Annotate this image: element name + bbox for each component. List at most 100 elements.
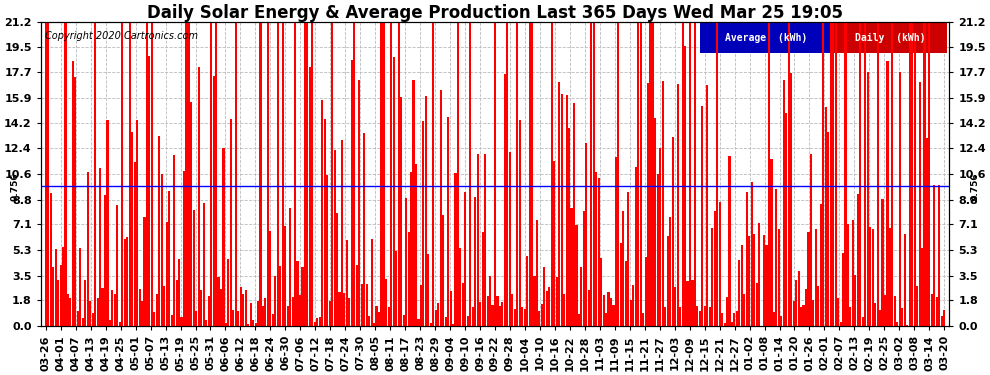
Bar xyxy=(339,292,341,326)
Bar xyxy=(734,313,736,326)
Bar xyxy=(608,292,610,326)
Bar xyxy=(647,83,649,326)
Bar xyxy=(148,56,150,326)
Bar xyxy=(341,140,343,326)
Bar xyxy=(287,306,289,326)
Bar xyxy=(443,215,445,326)
Bar xyxy=(472,308,474,326)
Bar xyxy=(544,267,545,326)
Bar xyxy=(676,84,679,326)
Bar xyxy=(346,240,347,326)
Bar xyxy=(940,316,942,326)
Bar xyxy=(155,294,157,326)
Bar xyxy=(205,321,207,326)
Bar xyxy=(170,315,172,326)
Bar xyxy=(741,245,742,326)
Bar xyxy=(353,22,355,326)
Bar xyxy=(884,295,886,326)
Bar xyxy=(474,197,476,326)
Bar xyxy=(240,287,242,326)
Bar xyxy=(326,176,329,326)
Bar xyxy=(218,277,220,326)
Bar xyxy=(931,294,933,326)
Bar xyxy=(79,248,81,326)
Bar xyxy=(383,22,385,326)
Bar xyxy=(306,22,309,326)
Bar xyxy=(731,321,733,326)
Bar xyxy=(514,309,516,326)
Bar xyxy=(889,228,891,326)
Bar xyxy=(484,154,486,326)
Bar xyxy=(363,133,365,326)
Bar xyxy=(410,172,412,326)
Bar xyxy=(585,143,587,326)
Bar xyxy=(691,280,694,326)
Bar xyxy=(213,75,215,326)
Text: Copyright 2020 Cartronics.com: Copyright 2020 Cartronics.com xyxy=(46,32,198,42)
Bar xyxy=(64,22,66,326)
Bar xyxy=(413,80,415,326)
Bar xyxy=(344,292,346,326)
Bar xyxy=(881,199,884,326)
Bar xyxy=(669,217,671,326)
Bar xyxy=(891,22,893,326)
Bar xyxy=(245,290,247,326)
Bar xyxy=(830,22,832,326)
Bar xyxy=(97,298,99,326)
Bar xyxy=(433,22,435,326)
Bar xyxy=(521,307,523,326)
Bar xyxy=(661,81,664,326)
Bar xyxy=(871,229,874,326)
Bar xyxy=(398,22,400,326)
Bar xyxy=(694,22,696,326)
Bar xyxy=(849,307,851,326)
Bar xyxy=(173,155,175,326)
Bar xyxy=(854,274,856,326)
Bar xyxy=(783,80,785,326)
Bar xyxy=(223,148,225,326)
Bar xyxy=(864,22,866,326)
Bar xyxy=(67,294,69,326)
Bar xyxy=(810,153,812,326)
Bar xyxy=(62,248,64,326)
Bar xyxy=(704,306,706,326)
Bar xyxy=(748,236,750,326)
Bar xyxy=(842,253,844,326)
Bar xyxy=(909,22,911,326)
Bar xyxy=(815,229,817,326)
Bar xyxy=(610,298,612,326)
Bar xyxy=(72,61,74,326)
Bar xyxy=(545,291,547,326)
Bar xyxy=(943,310,945,326)
Bar xyxy=(911,22,913,326)
Bar xyxy=(874,303,876,326)
Bar xyxy=(350,60,352,326)
Bar xyxy=(272,314,274,326)
Bar xyxy=(329,302,331,326)
Bar xyxy=(102,288,104,326)
Bar xyxy=(598,178,600,326)
Bar xyxy=(106,120,109,326)
Text: Daily  (kWh): Daily (kWh) xyxy=(855,33,926,43)
Bar xyxy=(709,307,711,326)
Bar xyxy=(699,310,701,326)
Bar xyxy=(50,193,51,326)
Bar xyxy=(496,296,499,326)
Bar xyxy=(869,227,871,326)
Bar xyxy=(48,22,50,326)
Bar xyxy=(509,152,511,326)
Bar xyxy=(716,22,718,326)
Bar xyxy=(198,67,200,326)
Bar xyxy=(846,224,849,326)
Bar xyxy=(711,228,713,326)
Bar xyxy=(504,74,506,326)
Bar xyxy=(929,22,931,326)
Bar xyxy=(180,317,182,326)
Bar xyxy=(805,290,807,326)
Bar xyxy=(679,307,681,326)
Bar xyxy=(408,232,410,326)
Bar xyxy=(87,172,89,326)
Bar xyxy=(52,267,54,326)
Bar xyxy=(511,294,514,326)
Bar xyxy=(400,97,402,326)
